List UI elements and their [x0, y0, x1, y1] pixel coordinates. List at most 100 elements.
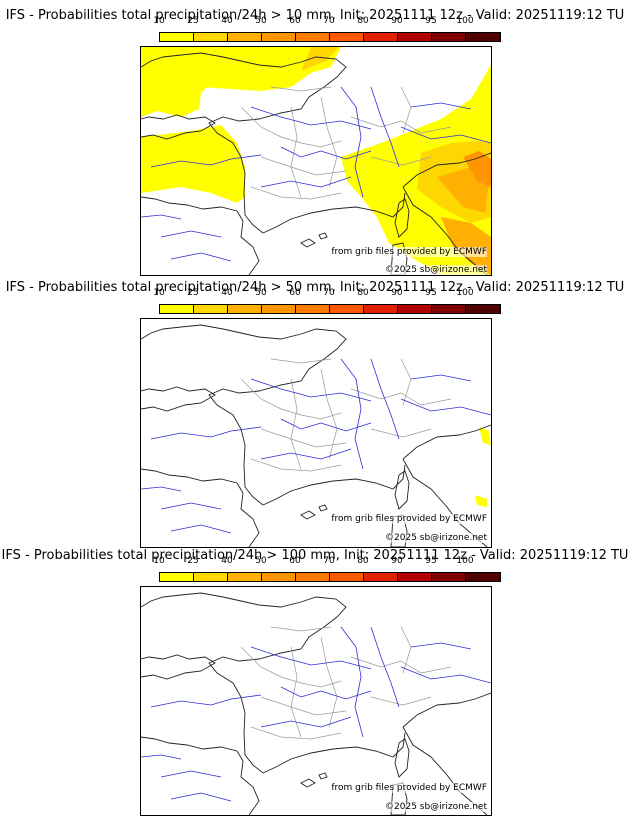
colorbar-tick-label: 50 — [255, 16, 267, 26]
river — [370, 358, 400, 440]
colorbar-swatch — [432, 33, 466, 41]
admin-border — [250, 726, 342, 740]
admin-border — [260, 696, 347, 716]
colorbar-tick-label: 40 — [221, 16, 233, 26]
river — [260, 176, 352, 188]
probability-area — [201, 47, 341, 91]
colorbar: 10 25 40 50 60 70 80 90 95 100 — [153, 288, 501, 314]
river — [170, 792, 232, 802]
colorbar-tick-label: 70 — [323, 556, 335, 566]
colorbar-swatch — [432, 305, 466, 313]
admin-border — [350, 388, 452, 406]
colorbar-swatch — [160, 33, 194, 41]
colorbar-tick-label: 60 — [289, 16, 301, 26]
colorbar-swatch — [194, 573, 228, 581]
source-credit: from grib files provided by ECMWF — [331, 514, 487, 524]
colorbar-tick-label: 80 — [357, 288, 369, 298]
coastline — [141, 324, 406, 506]
probability-area — [301, 47, 339, 71]
river — [170, 524, 232, 534]
coastline — [141, 114, 216, 140]
river — [340, 86, 364, 198]
river — [280, 146, 372, 160]
colorbar-tick-label: 100 — [456, 288, 474, 298]
colorbar-tick-label: 70 — [323, 288, 335, 298]
colorbar-tick-label: 25 — [187, 16, 199, 26]
river — [141, 214, 182, 220]
colorbar: 10 25 40 50 60 70 80 90 95 100 — [153, 556, 501, 582]
colorbar-swatches — [159, 304, 501, 314]
colorbar-swatches — [159, 32, 501, 42]
colorbar-swatch — [398, 33, 432, 41]
colorbar: 10 25 40 50 60 70 80 90 95 100 — [153, 16, 501, 42]
colorbar-tick-label: 60 — [289, 556, 301, 566]
island-outline — [300, 772, 328, 788]
river — [260, 448, 352, 460]
admin-border — [320, 368, 338, 460]
probability-area — [441, 217, 491, 275]
copyright-credit: ©2025 sb@irizone.net — [385, 533, 487, 543]
river — [250, 378, 372, 402]
river — [160, 230, 222, 238]
map-panel-100mm: IFS - Probabilities total precipitation/… — [0, 548, 630, 820]
precipitation-map — [140, 586, 492, 816]
river — [250, 106, 372, 130]
map-canvas — [141, 47, 491, 275]
colorbar-swatch — [228, 33, 262, 41]
admin-border — [240, 378, 342, 420]
river — [260, 716, 352, 728]
river — [340, 358, 364, 470]
colorbar-tick-label: 90 — [391, 16, 403, 26]
island-outline — [300, 232, 328, 248]
river — [400, 666, 491, 684]
river — [340, 626, 364, 738]
colorbar-tick-label: 60 — [289, 288, 301, 298]
probability-area — [141, 125, 245, 203]
colorbar-tick-label: 25 — [187, 288, 199, 298]
river — [150, 694, 262, 708]
colorbar-swatch — [466, 33, 500, 41]
map-canvas — [141, 592, 491, 815]
colorbar-tick-label: 50 — [255, 556, 267, 566]
admin-border — [260, 156, 347, 176]
colorbar-swatch — [330, 33, 364, 41]
island-outline — [394, 738, 410, 778]
colorbar-swatch — [160, 305, 194, 313]
admin-border — [350, 116, 452, 134]
river — [250, 646, 372, 670]
precipitation-map — [140, 46, 492, 276]
admin-border — [260, 428, 347, 448]
source-credit: from grib files provided by ECMWF — [331, 783, 487, 793]
river — [410, 102, 472, 110]
colorbar-swatch — [296, 33, 330, 41]
island-outline — [394, 470, 410, 510]
colorbar-tick-label: 70 — [323, 16, 335, 26]
colorbar-swatch — [364, 305, 398, 313]
colorbar-tick-label: 80 — [357, 556, 369, 566]
river — [400, 126, 491, 144]
colorbar-tick-label: 100 — [456, 16, 474, 26]
probability-area — [479, 427, 491, 445]
colorbar-swatch — [330, 573, 364, 581]
admin-border — [270, 626, 332, 632]
colorbar-swatch — [228, 573, 262, 581]
colorbar-swatch — [364, 33, 398, 41]
admin-border — [290, 646, 302, 738]
colorbar-tick-label: 10 — [153, 16, 165, 26]
colorbar-swatch — [262, 33, 296, 41]
coastline — [402, 692, 491, 815]
admin-border — [240, 106, 342, 148]
probability-area — [475, 495, 487, 507]
colorbar-tick-label: 80 — [357, 16, 369, 26]
admin-border — [370, 696, 432, 706]
colorbar-tick-label: 90 — [391, 288, 403, 298]
colorbar-tick-label: 10 — [153, 288, 165, 298]
river — [141, 486, 182, 492]
colorbar-tick-label: 95 — [425, 556, 437, 566]
coastline — [141, 52, 406, 234]
coastline — [141, 654, 216, 680]
admin-border — [250, 186, 342, 200]
colorbar-tick-label: 40 — [221, 556, 233, 566]
river — [150, 154, 262, 168]
colorbar-swatch — [398, 305, 432, 313]
